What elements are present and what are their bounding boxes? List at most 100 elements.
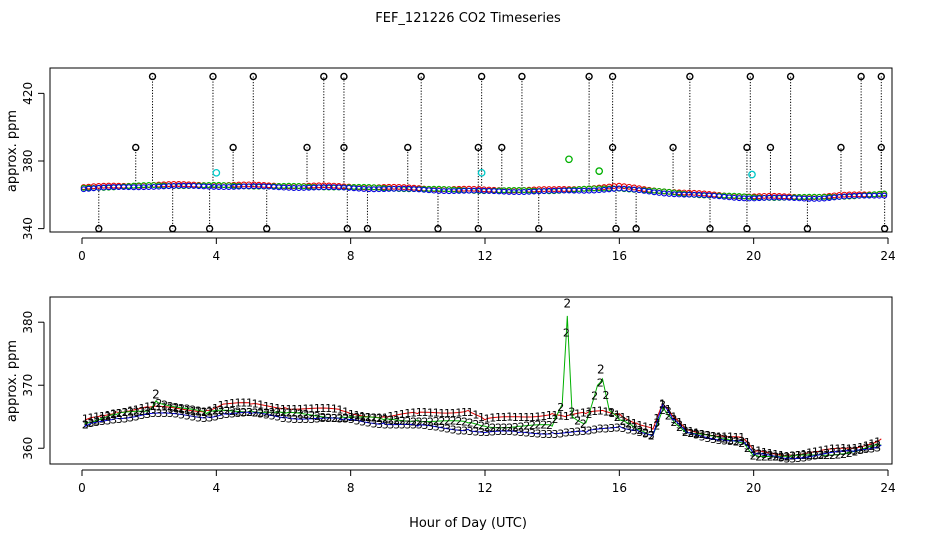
series-1-marker: 1: [552, 409, 559, 422]
series-3-marker: 3: [529, 427, 536, 440]
bottom-x-tick-label: 8: [347, 481, 355, 495]
series-2-marker: 2: [280, 406, 287, 419]
series-3-marker: 3: [710, 433, 717, 446]
series-1-marker: 1: [82, 413, 89, 426]
series-3-marker: 3: [421, 419, 428, 432]
series-1-marker: 1: [755, 445, 762, 458]
series-1-marker: 1: [721, 431, 728, 444]
series-1-marker: 1: [382, 411, 389, 424]
series-3-marker: 3: [127, 412, 134, 425]
series-3-marker: 3: [518, 426, 525, 439]
series-1-marker: 1: [540, 410, 547, 423]
series-3-marker: 3: [676, 419, 683, 432]
series-2-marker: 2: [303, 408, 310, 421]
series-2-marker: 2: [851, 446, 858, 459]
bottom-panel: approx. ppm 1111111111111111111111111111…: [5, 296, 896, 495]
outlier-low-point: [95, 224, 103, 233]
series-3-marker: 3: [552, 428, 559, 441]
outlier-low-point: [363, 224, 372, 233]
series-1-marker: 1: [331, 403, 338, 416]
series-3-marker: 3: [801, 452, 808, 465]
series-3-marker: 3: [727, 435, 734, 448]
series-3-marker: 3: [874, 441, 881, 454]
series-1-marker: 1: [846, 442, 853, 455]
top-x-tick-label: 24: [880, 249, 895, 263]
series-3-marker: 3: [461, 425, 468, 438]
series-3-marker: 3: [427, 420, 434, 433]
peak-label: 2: [152, 388, 160, 402]
series-1-marker: 1: [404, 407, 411, 420]
bottom-x-tick-label: 24: [880, 481, 895, 495]
series-2-marker: 2: [133, 405, 140, 418]
outlier-high-point: [786, 72, 795, 81]
outlier-mid-point: [303, 143, 311, 152]
series-1-marker: 1: [608, 407, 615, 420]
series-3-marker: 3: [438, 422, 445, 435]
series-3-marker: 3: [206, 412, 213, 425]
top-data-layer: [80, 72, 889, 233]
outlier-high-point: [477, 72, 486, 81]
series-3-marker: 3: [631, 425, 638, 438]
series-2-marker: 2: [648, 429, 655, 442]
outlier-low-point: [168, 224, 177, 233]
series-3-marker: 3: [495, 425, 502, 438]
series-1-marker: 1: [393, 409, 400, 422]
series-3-point: [881, 192, 888, 199]
series-1-marker: 1: [840, 442, 847, 455]
series-1-marker: 1: [93, 411, 100, 424]
series-3-marker: 3: [670, 413, 677, 426]
series-3-marker: 3: [806, 451, 813, 464]
series-3-marker: 3: [540, 428, 547, 441]
top-panel: approx. ppm 0 4 8 12 16 20 24 340 380 420: [5, 67, 896, 263]
series-2-marker: 2: [121, 406, 128, 419]
series-3-marker: 3: [523, 427, 530, 440]
bottom-y-tick-label: 370: [21, 374, 35, 397]
series-2-marker: 2: [829, 449, 836, 462]
bottom-x-tick-label: 12: [477, 481, 492, 495]
top-x-tick-label: 20: [746, 249, 761, 263]
series-3-marker: 3: [382, 419, 389, 432]
series-2-marker: 2: [467, 416, 474, 429]
outlier-low-point: [535, 224, 543, 233]
series-1-marker: 1: [223, 398, 230, 411]
series-3-marker: 3: [812, 450, 819, 463]
series-1-marker: 1: [444, 407, 451, 420]
series-1-marker: 1: [274, 402, 281, 415]
series-1-marker: 1: [438, 407, 445, 420]
series-2-point: [881, 190, 888, 197]
series-3-marker: 3: [444, 423, 451, 436]
series-2-marker: 2: [150, 400, 157, 413]
series-1-marker: 1: [546, 409, 553, 422]
series-3-marker: 3: [755, 447, 762, 460]
top-x-tick-label: 4: [213, 249, 221, 263]
series-3-marker: 3: [404, 418, 411, 431]
series-1-marker: 1: [591, 405, 598, 418]
bottom-x-tick-label: 4: [213, 481, 221, 495]
series-2-marker: 2: [767, 450, 774, 463]
series-1-marker: 1: [738, 431, 745, 444]
series-2-marker: 2: [444, 415, 451, 428]
series-2-marker: 2: [235, 406, 242, 419]
top-y-tick-label: 380: [21, 150, 35, 173]
series-3-marker: 3: [331, 412, 338, 425]
series-3-marker: 3: [376, 418, 383, 431]
series-1-marker: 1: [767, 447, 774, 460]
series-2-marker: 2: [348, 411, 355, 424]
series-3-marker: 3: [484, 426, 491, 439]
series-1-marker: 1: [868, 438, 875, 451]
series-2-marker: 2: [529, 419, 536, 432]
series-3-marker: 3: [557, 427, 564, 440]
series-2-marker: 2: [512, 421, 519, 434]
series-3-marker: 3: [625, 423, 632, 436]
series-3-marker: 3: [648, 429, 655, 442]
series-1-marker: 1: [337, 403, 344, 416]
series-1-marker: 1: [682, 422, 689, 435]
series-1-marker: 1: [506, 411, 513, 424]
series-3-marker: 3: [761, 448, 768, 461]
outlier-high-point: [209, 72, 217, 81]
series-3-marker: 3: [286, 412, 293, 425]
outlier-low-point: [474, 224, 482, 233]
outlier-mid-point: [877, 143, 885, 152]
series-1-marker: 1: [184, 404, 191, 417]
flag-point: [748, 170, 756, 179]
